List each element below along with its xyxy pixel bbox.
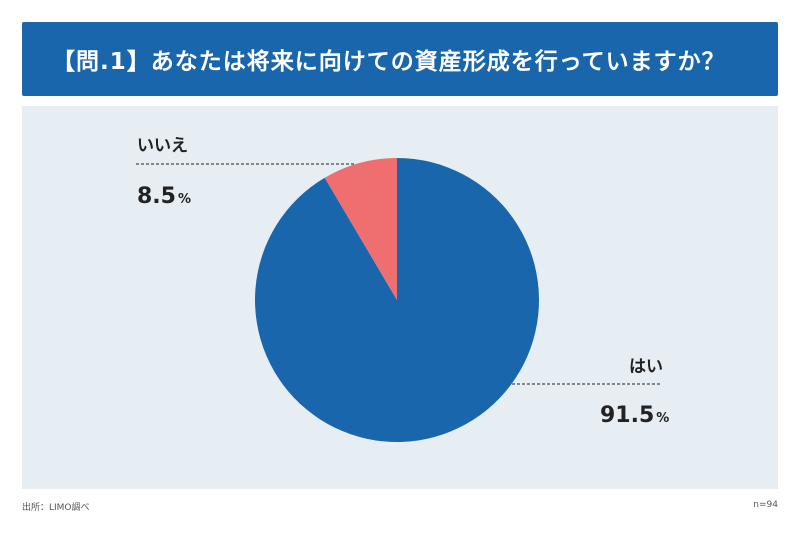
slice-value-no: 8.5% — [137, 184, 191, 209]
chart-title: 【問.1】あなたは将来に向けての資産形成を行っていますか？ — [52, 49, 726, 75]
pie-slice-no — [324, 158, 397, 300]
slice-label-no: いいえ — [137, 136, 188, 156]
title-banner: 【問.1】あなたは将来に向けての資産形成を行っていますか？ — [22, 22, 778, 96]
slice-label-yes: はい — [629, 357, 663, 377]
slice-value-yes: 91.5% — [600, 403, 669, 428]
source-note: 出所：LIMO調べ — [22, 503, 90, 513]
sample-size: n=94 — [753, 500, 778, 510]
